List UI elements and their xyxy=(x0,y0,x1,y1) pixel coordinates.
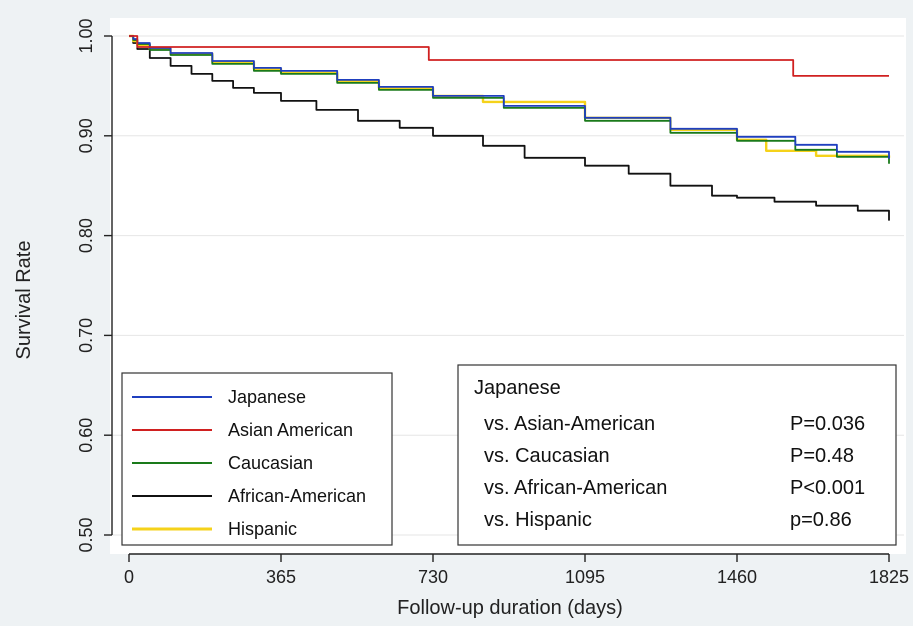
y-tick-label: 0.50 xyxy=(76,517,96,552)
y-tick-label: 0.90 xyxy=(76,118,96,153)
x-tick-label: 1460 xyxy=(717,567,757,587)
stats-title: Japanese xyxy=(474,377,561,399)
legend-label: African-American xyxy=(228,486,366,506)
stats-p-value: P=0.48 xyxy=(790,445,854,467)
y-tick-label: 1.00 xyxy=(76,18,96,53)
series-lines xyxy=(129,34,891,221)
y-tick-label: 0.80 xyxy=(76,218,96,253)
x-tick-label: 730 xyxy=(418,567,448,587)
x-tick-label: 0 xyxy=(124,567,134,587)
y-tick-label: 0.70 xyxy=(76,318,96,353)
legend-label: Japanese xyxy=(228,387,306,407)
legend-box xyxy=(121,372,393,546)
stats-comparison-label: vs. Hispanic xyxy=(484,509,592,531)
legend-label: Hispanic xyxy=(228,519,297,539)
stats-comparison-label: vs. Asian-American xyxy=(484,413,655,435)
y-tick-label: 0.60 xyxy=(76,418,96,453)
stats-comparison-label: vs. African-American xyxy=(484,477,667,499)
x-tick-label: 1095 xyxy=(565,567,605,587)
axes: 0.50 0.60 0.70 0.80 0.90 1.00 0 365 730 1095 1460 1… xyxy=(76,18,909,587)
series-line-african-american xyxy=(129,35,890,221)
stats-p-value: P<0.001 xyxy=(790,477,865,499)
stats-comparison-label: vs. Caucasian xyxy=(484,445,610,467)
series-line-asian-american xyxy=(129,35,889,77)
legend-label: Asian American xyxy=(228,420,353,440)
stats-p-value: p=0.86 xyxy=(790,509,852,531)
stats-p-value: P=0.036 xyxy=(790,413,865,435)
legend-label: Caucasian xyxy=(228,453,313,473)
stats-box-frame xyxy=(457,364,897,546)
y-axis-title: Survival Rate xyxy=(13,241,35,360)
x-tick-label: 365 xyxy=(266,567,296,587)
stats-box: Japanese vs. Asian-American P=0.036 vs. Ca… xyxy=(457,364,897,546)
x-tick-label: 1825 xyxy=(869,567,909,587)
legend: Japanese Asian American Caucasian African-A… xyxy=(121,372,393,546)
x-axis-title: Follow-up duration (days) xyxy=(397,597,623,619)
